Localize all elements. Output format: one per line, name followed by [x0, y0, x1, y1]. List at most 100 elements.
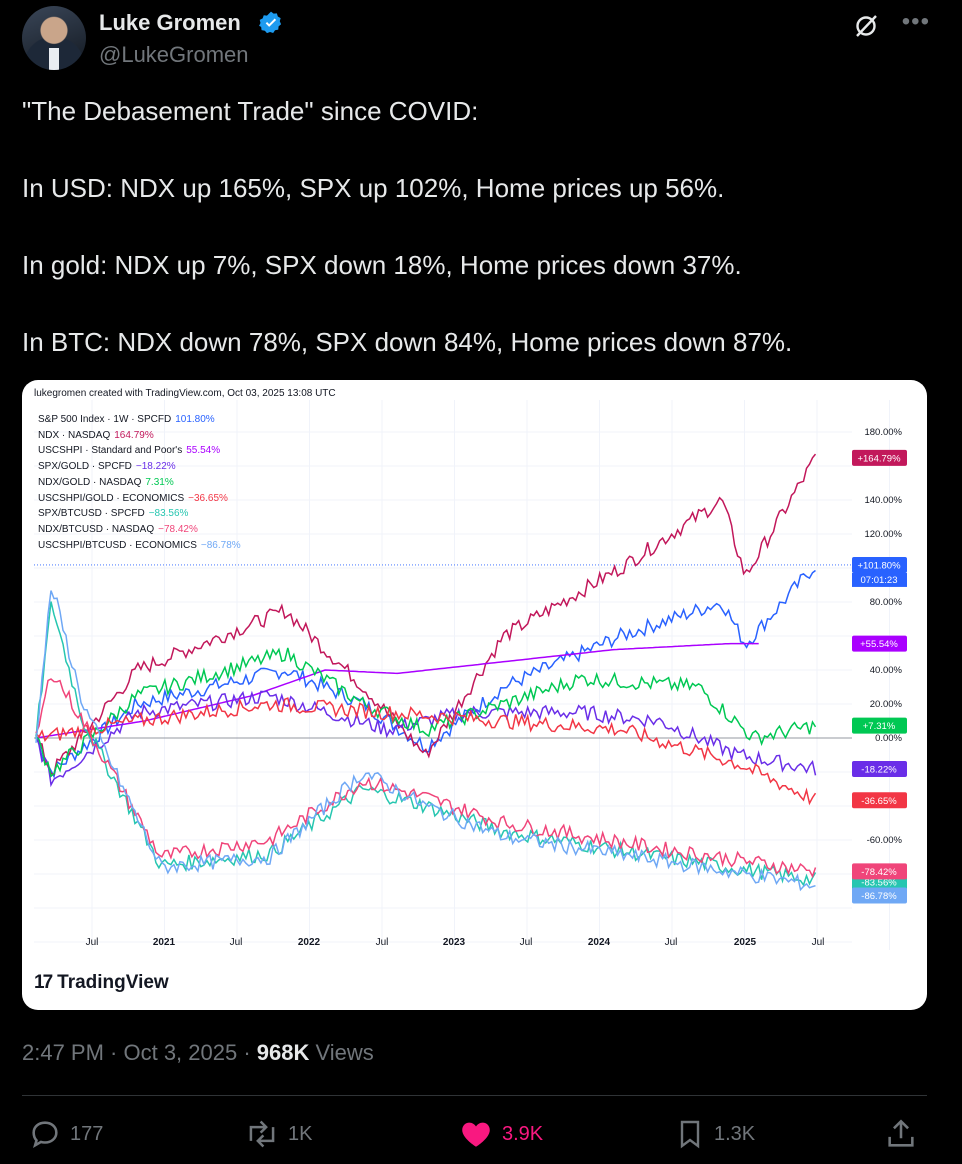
- legend-label: USCSHPI/BTCUSD · ECONOMICS: [38, 539, 197, 551]
- x-tick-label: 2024: [588, 937, 611, 948]
- repost-button[interactable]: 1K: [244, 1112, 312, 1156]
- views-label: Views: [309, 1040, 374, 1065]
- y-tick-label: 140.00%: [864, 495, 902, 506]
- series-line: [35, 590, 816, 892]
- author-name[interactable]: Luke Gromen: [99, 10, 241, 35]
- verified-badge-icon: [259, 11, 282, 34]
- share-button[interactable]: [884, 1112, 926, 1156]
- countdown-tag: [852, 572, 907, 587]
- value-tag-label: +55.54%: [860, 639, 898, 650]
- chart-credit: lukegromen created with TradingView.com,…: [34, 388, 336, 399]
- like-button[interactable]: 3.9K: [458, 1112, 543, 1156]
- x-tick-label: Jul: [812, 937, 825, 948]
- tweet-text: "The Debasement Trade" since COVID: In U…: [22, 92, 932, 400]
- avatar[interactable]: [22, 6, 86, 70]
- value-tag-label: +101.80%: [857, 560, 901, 571]
- reply-count: 177: [70, 1122, 104, 1145]
- tweet-line: In BTC: NDX down 78%, SPX down 84%, Home…: [22, 327, 793, 357]
- tweet-line: "The Debasement Trade" since COVID:: [22, 96, 479, 126]
- value-tag: [852, 863, 907, 880]
- x-tick-label: 2023: [443, 937, 466, 948]
- repost-icon: [249, 1120, 275, 1148]
- series-line: [35, 601, 817, 887]
- legend-value: 164.79%: [114, 429, 154, 441]
- chart-legend: S&P 500 Index · 1W · SPCFD 101.80% NDX · N…: [38, 412, 241, 553]
- x-tick-label: 2022: [298, 937, 321, 948]
- x-tick-label: 2021: [153, 937, 176, 948]
- tweet-meta: 2:47 PM · Oct 3, 2025 · 968K Views: [22, 1040, 374, 1066]
- value-tag-label: +7.31%: [863, 721, 896, 732]
- author-handle[interactable]: @LukeGromen: [99, 42, 249, 67]
- legend-value: −18.22%: [135, 461, 176, 473]
- legend-value: −78.42%: [158, 523, 198, 535]
- series-line: [35, 690, 817, 788]
- value-tag: [852, 760, 907, 777]
- legend-item: USCSHPI · Standard and Poor's 55.54%: [38, 443, 241, 459]
- legend-item: NDX/GOLD · NASDAQ 7.31%: [38, 475, 241, 491]
- value-tag-label: -83.56%: [861, 878, 897, 889]
- grok-icon[interactable]: [852, 12, 880, 40]
- share-icon: [888, 1119, 914, 1147]
- legend-item: SPX/GOLD · SPCFD −18.22%: [38, 459, 241, 475]
- value-tag-label: -86.78%: [861, 891, 897, 902]
- value-tag: [852, 792, 907, 809]
- timestamp[interactable]: 2:47 PM · Oct 3, 2025 ·: [22, 1040, 257, 1065]
- tweet-header: Luke Gromen @LukeGromen •••: [22, 6, 942, 74]
- legend-value: −36.65%: [188, 492, 228, 504]
- divider: [22, 1095, 927, 1096]
- legend-item: NDX/BTCUSD · NASDAQ −78.42%: [38, 522, 241, 538]
- legend-item: S&P 500 Index · 1W · SPCFD 101.80%: [38, 412, 241, 428]
- value-tag: [852, 449, 907, 466]
- tweet-line: In gold: NDX up 7%, SPX down 18%, Home p…: [22, 250, 742, 280]
- reply-icon: [32, 1121, 58, 1148]
- views-count: 968K: [256, 1040, 310, 1065]
- y-tick-label: 180.00%: [864, 427, 902, 438]
- more-options-icon[interactable]: •••: [901, 8, 930, 35]
- value-tag-label: -78.42%: [861, 867, 897, 878]
- bookmark-button[interactable]: 1.3K: [674, 1112, 755, 1156]
- y-tick-label: 80.00%: [870, 597, 903, 608]
- bookmark-count: 1.3K: [714, 1122, 756, 1145]
- legend-label: USCSHPI/GOLD · ECONOMICS: [38, 492, 185, 504]
- series-line: [35, 569, 816, 779]
- series-line: [35, 642, 759, 739]
- legend-label: NDX · NASDAQ: [38, 429, 111, 441]
- chart-image-card[interactable]: 180.00% 140.00% 120.00% 80.00% 40.00% 20.00% 0…: [22, 380, 927, 1010]
- line-chart: 180.00% 140.00% 120.00% 80.00% 40.00% 20.00% 0…: [34, 400, 907, 950]
- legend-item: USCSHPI/GOLD · ECONOMICS −36.65%: [38, 491, 241, 507]
- y-tick-label: -60.00%: [867, 835, 903, 846]
- action-bar: 177 1K 3.9K 1.3K: [22, 1112, 927, 1156]
- y-tick-label: 20.00%: [870, 699, 903, 710]
- value-tag: [852, 717, 907, 734]
- value-tag: [852, 887, 907, 904]
- reply-button[interactable]: 177: [28, 1112, 103, 1156]
- legend-item: SPX/BTCUSD · SPCFD −83.56%: [38, 506, 241, 522]
- repost-count: 1K: [288, 1122, 313, 1145]
- y-tick-label: 120.00%: [864, 529, 902, 540]
- x-tick-label: Jul: [665, 937, 678, 948]
- x-tick-label: Jul: [376, 937, 389, 948]
- countdown-label: 07:01:23: [861, 575, 898, 586]
- legend-label: S&P 500 Index · 1W · SPCFD: [38, 414, 172, 425]
- tweet-line: In USD: NDX up 165%, SPX up 102%, Home p…: [22, 173, 725, 203]
- x-tick-label: Jul: [520, 937, 533, 948]
- value-tag: [852, 556, 907, 573]
- tradingview-logo: 17 TradingView: [34, 972, 169, 993]
- value-tag-label: -36.65%: [861, 796, 897, 807]
- legend-label: SPX/BTCUSD · SPCFD: [38, 508, 145, 520]
- like-count: 3.9K: [502, 1122, 544, 1145]
- legend-item: USCSHPI/BTCUSD · ECONOMICS −86.78%: [38, 538, 241, 554]
- legend-value: 55.54%: [186, 445, 221, 457]
- value-tag: [852, 635, 907, 652]
- legend-label: SPX/GOLD · SPCFD: [38, 461, 132, 473]
- legend-item: NDX · NASDAQ 164.79%: [38, 428, 241, 444]
- y-tick-label: 0.00%: [875, 733, 902, 744]
- series-line: [35, 453, 817, 776]
- x-tick-label: 2025: [734, 937, 757, 948]
- legend-value: −86.78%: [200, 539, 241, 551]
- legend-value: 101.80%: [175, 414, 215, 425]
- x-tick-label: Jul: [230, 937, 243, 948]
- value-tag-label: -18.22%: [861, 764, 897, 775]
- legend-label: USCSHPI · Standard and Poor's: [38, 445, 183, 457]
- value-tag-label: +164.79%: [857, 453, 901, 464]
